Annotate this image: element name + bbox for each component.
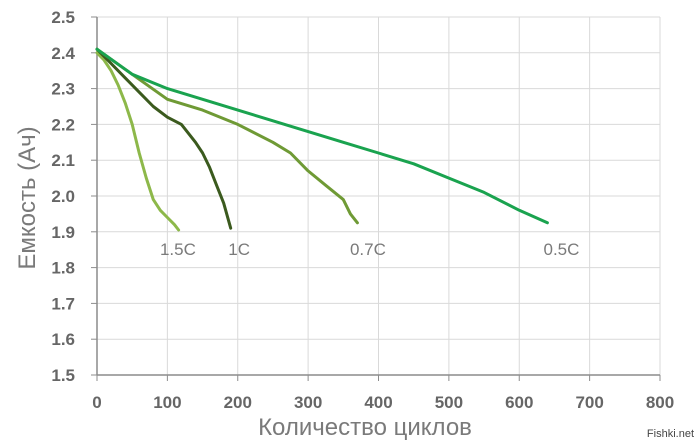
x-tick-label: 500 [435,393,463,412]
series-line-1C [95,47,233,230]
y-tick-label: 1.6 [51,330,75,349]
series-label: 0.7C [350,240,386,259]
x-tick-label: 100 [153,393,181,412]
series-lines [95,47,549,232]
y-tick-label: 2.4 [51,44,75,63]
x-tick-label: 600 [505,393,533,412]
y-tick-labels: 1.5 1.6 1.7 1.8 1.9 2.0 2.1 2.2 2.3 2.4 2.5 [51,8,75,385]
x-tick-label: 400 [364,393,392,412]
x-tick-labels: 0 100 200 300 400 500 600 700 800 [92,393,674,412]
series-line-1.5C [95,51,181,232]
series-label: 1.5C [160,240,196,259]
y-tick-label: 2.1 [51,151,75,170]
grid-lines [97,16,661,375]
x-tick-label: 800 [646,393,674,412]
y-tick-label: 2.5 [51,8,75,27]
x-tick-label: 300 [294,393,322,412]
y-tick-label: 2.2 [51,115,75,134]
x-tick-label: 700 [575,393,603,412]
series-labels: 1.5C 1C 0.7C 0.5C [160,240,579,259]
x-tick-label: 0 [92,393,101,412]
y-tick-label: 1.8 [51,259,75,278]
y-axis-title: Емкость (Ач) [14,126,41,269]
axes [91,16,661,381]
series-line-0.5C [95,47,549,225]
y-tick-label: 2.3 [51,80,75,99]
x-tick-label: 200 [224,393,252,412]
series-label: 0.5C [544,240,580,259]
y-tick-label: 1.7 [51,294,75,313]
x-axis-title: Количество циклов [258,414,472,441]
watermark: Fishki.net [646,428,694,440]
series-label: 1C [228,240,250,259]
series-line-0.7C [95,47,359,225]
y-tick-label: 2.0 [51,187,75,206]
y-tick-label: 1.9 [51,223,75,242]
y-tick-label: 1.5 [51,366,75,385]
